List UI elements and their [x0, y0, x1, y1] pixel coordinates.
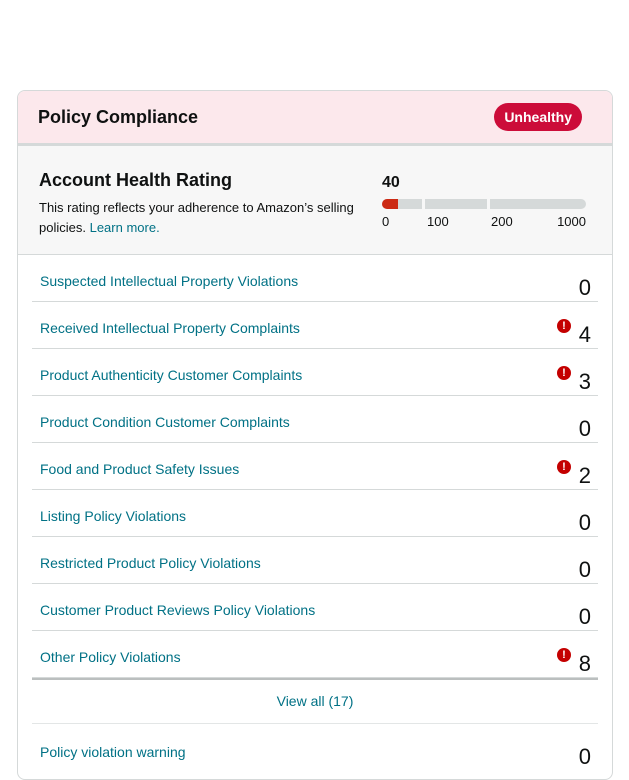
violation-row: Received Intellectual Property Complaint… — [32, 302, 598, 349]
gauge-tick-200: 200 — [491, 214, 513, 229]
gauge-tick-1000: 1000 — [557, 214, 586, 229]
violation-count: 4 — [578, 322, 591, 347]
policy-warning-link[interactable]: Policy violation warning — [40, 744, 186, 760]
health-rating-value: 40 — [382, 174, 400, 191]
violation-count: 2 — [578, 463, 591, 488]
violation-link[interactable]: Product Condition Customer Complaints — [40, 414, 290, 430]
status-badge: Unhealthy — [494, 103, 582, 131]
violation-count: 8 — [578, 651, 591, 676]
violation-count: 3 — [578, 369, 591, 394]
policy-warning-count: 0 — [578, 744, 591, 769]
violation-row: Listing Policy Violations 0 — [32, 490, 598, 537]
violation-count: 0 — [578, 275, 591, 300]
violation-row: Product Authenticity Customer Complaints… — [32, 349, 598, 396]
violation-row: Suspected Intellectual Property Violatio… — [32, 255, 598, 302]
account-health-title: Account Health Rating — [39, 170, 233, 190]
card-header: Policy Compliance Unhealthy — [18, 91, 612, 146]
violation-row: Food and Product Safety Issues! 2 — [32, 443, 598, 490]
violation-list: Suspected Intellectual Property Violatio… — [18, 255, 612, 678]
violation-row: Customer Product Reviews Policy Violatio… — [32, 584, 598, 631]
policy-warning-row: Policy violation warning 0 — [32, 724, 598, 769]
violation-link[interactable]: Product Authenticity Customer Complaints — [40, 367, 303, 383]
account-health-description: This rating reflects your adherence to A… — [39, 198, 359, 238]
violation-count: 0 — [578, 557, 591, 582]
violation-link[interactable]: Other Policy Violations — [40, 649, 181, 665]
violation-link[interactable]: Listing Policy Violations — [40, 508, 187, 524]
violation-link[interactable]: Suspected Intellectual Property Violatio… — [40, 273, 299, 289]
violation-row: Other Policy Violations! 8 — [32, 631, 598, 678]
policy-compliance-card: Policy Compliance Unhealthy Account Heal… — [17, 90, 613, 780]
alert-icon: ! — [557, 648, 571, 662]
view-all-container: View all (17) — [32, 678, 598, 724]
gauge-segment-200-1000 — [490, 199, 586, 209]
violation-link[interactable]: Received Intellectual Property Complaint… — [40, 320, 300, 336]
card-title: Policy Compliance — [38, 106, 199, 127]
violation-count: 0 — [578, 604, 591, 629]
alert-icon: ! — [557, 460, 571, 474]
learn-more-link[interactable]: Learn more. — [89, 220, 160, 235]
violation-row: Product Condition Customer Complaints 0 — [32, 396, 598, 443]
view-all-link[interactable]: View all (17) — [276, 693, 354, 709]
violation-link[interactable]: Food and Product Safety Issues — [40, 461, 240, 477]
account-health-section: Account Health Rating This rating reflec… — [18, 146, 612, 255]
gauge-fill — [382, 199, 398, 209]
violation-count: 0 — [578, 510, 591, 535]
gauge-segment-100-200 — [425, 199, 487, 209]
violation-link[interactable]: Customer Product Reviews Policy Violatio… — [40, 602, 316, 618]
gauge-segment-0-100 — [382, 199, 422, 209]
violation-link[interactable]: Restricted Product Policy Violations — [40, 555, 261, 571]
alert-icon: ! — [557, 319, 571, 333]
account-health-description-text: This rating reflects your adherence to A… — [39, 200, 354, 235]
alert-icon: ! — [557, 366, 571, 380]
violation-row: Restricted Product Policy Violations 0 — [32, 537, 598, 584]
health-gauge-bar — [382, 199, 586, 209]
gauge-tick-0: 0 — [382, 214, 390, 229]
violation-count: 0 — [578, 416, 591, 441]
gauge-tick-100: 100 — [427, 214, 449, 229]
